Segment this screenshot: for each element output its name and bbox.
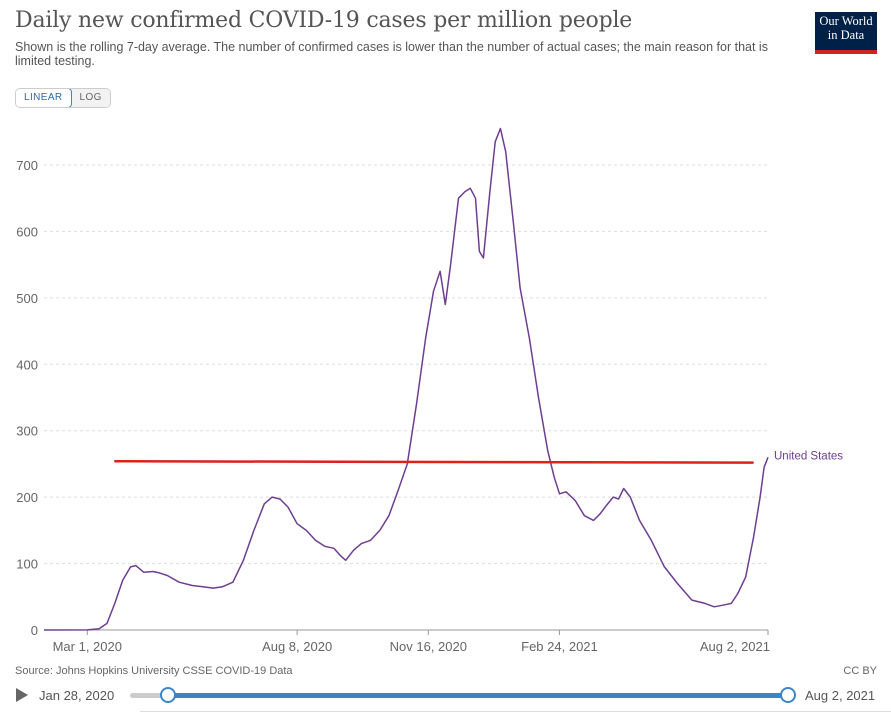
y-tick-label: 100 (16, 557, 38, 572)
logo-line-1: Our World (819, 14, 873, 28)
x-tick-label: Aug 2, 2021 (700, 639, 770, 654)
y-tick-label: 300 (16, 424, 38, 439)
owid-logo[interactable]: Our World in Data (815, 12, 877, 54)
y-tick-label: 600 (16, 224, 38, 239)
x-tick-label: Nov 16, 2020 (390, 639, 467, 654)
y-tick-label: 500 (16, 291, 38, 306)
y-tick-label: 700 (16, 158, 38, 173)
x-tick-label: Feb 24, 2021 (521, 639, 598, 654)
x-tick-label: Aug 8, 2020 (262, 639, 332, 654)
timeline-end-handle[interactable] (780, 687, 796, 703)
timeline-start-handle[interactable] (160, 687, 176, 703)
tab-bar-edge (140, 711, 891, 716)
logo-line-2: in Data (827, 28, 865, 42)
series-label: United States (774, 450, 843, 462)
chart-subtitle: Shown is the rolling 7-day average. The … (15, 40, 768, 68)
y-tick-label: 400 (16, 357, 38, 372)
line-chart: 0 100 200 300 400 500 600 700 Mar 1, 2020 Aug 8, … (16, 127, 843, 654)
red-reference-line (114, 460, 754, 464)
y-tick-label: 0 (31, 623, 38, 638)
chart-title: Daily new confirmed COVID-19 cases per m… (15, 8, 633, 33)
y-tick-label: 200 (16, 490, 38, 505)
source-note[interactable]: Source: Johns Hopkins University CSSE CO… (15, 665, 293, 677)
timeline-start-label: Jan 28, 2020 (39, 688, 115, 703)
log-scale-button[interactable]: LOG (71, 89, 110, 107)
linear-scale-button[interactable]: LINEAR (15, 89, 72, 107)
timeline-end-label: Aug 2, 2021 (805, 688, 876, 703)
license-link[interactable]: CC BY (843, 665, 877, 677)
timeline-selected-range (168, 693, 788, 698)
play-icon[interactable] (16, 688, 28, 702)
series-line-united-states (43, 127, 769, 631)
scale-toggle: LINEAR LOG (15, 88, 111, 108)
x-tick-label: Mar 1, 2020 (53, 639, 122, 654)
timeline: Jan 28, 2020 Aug 2, 2021 (0, 684, 891, 708)
